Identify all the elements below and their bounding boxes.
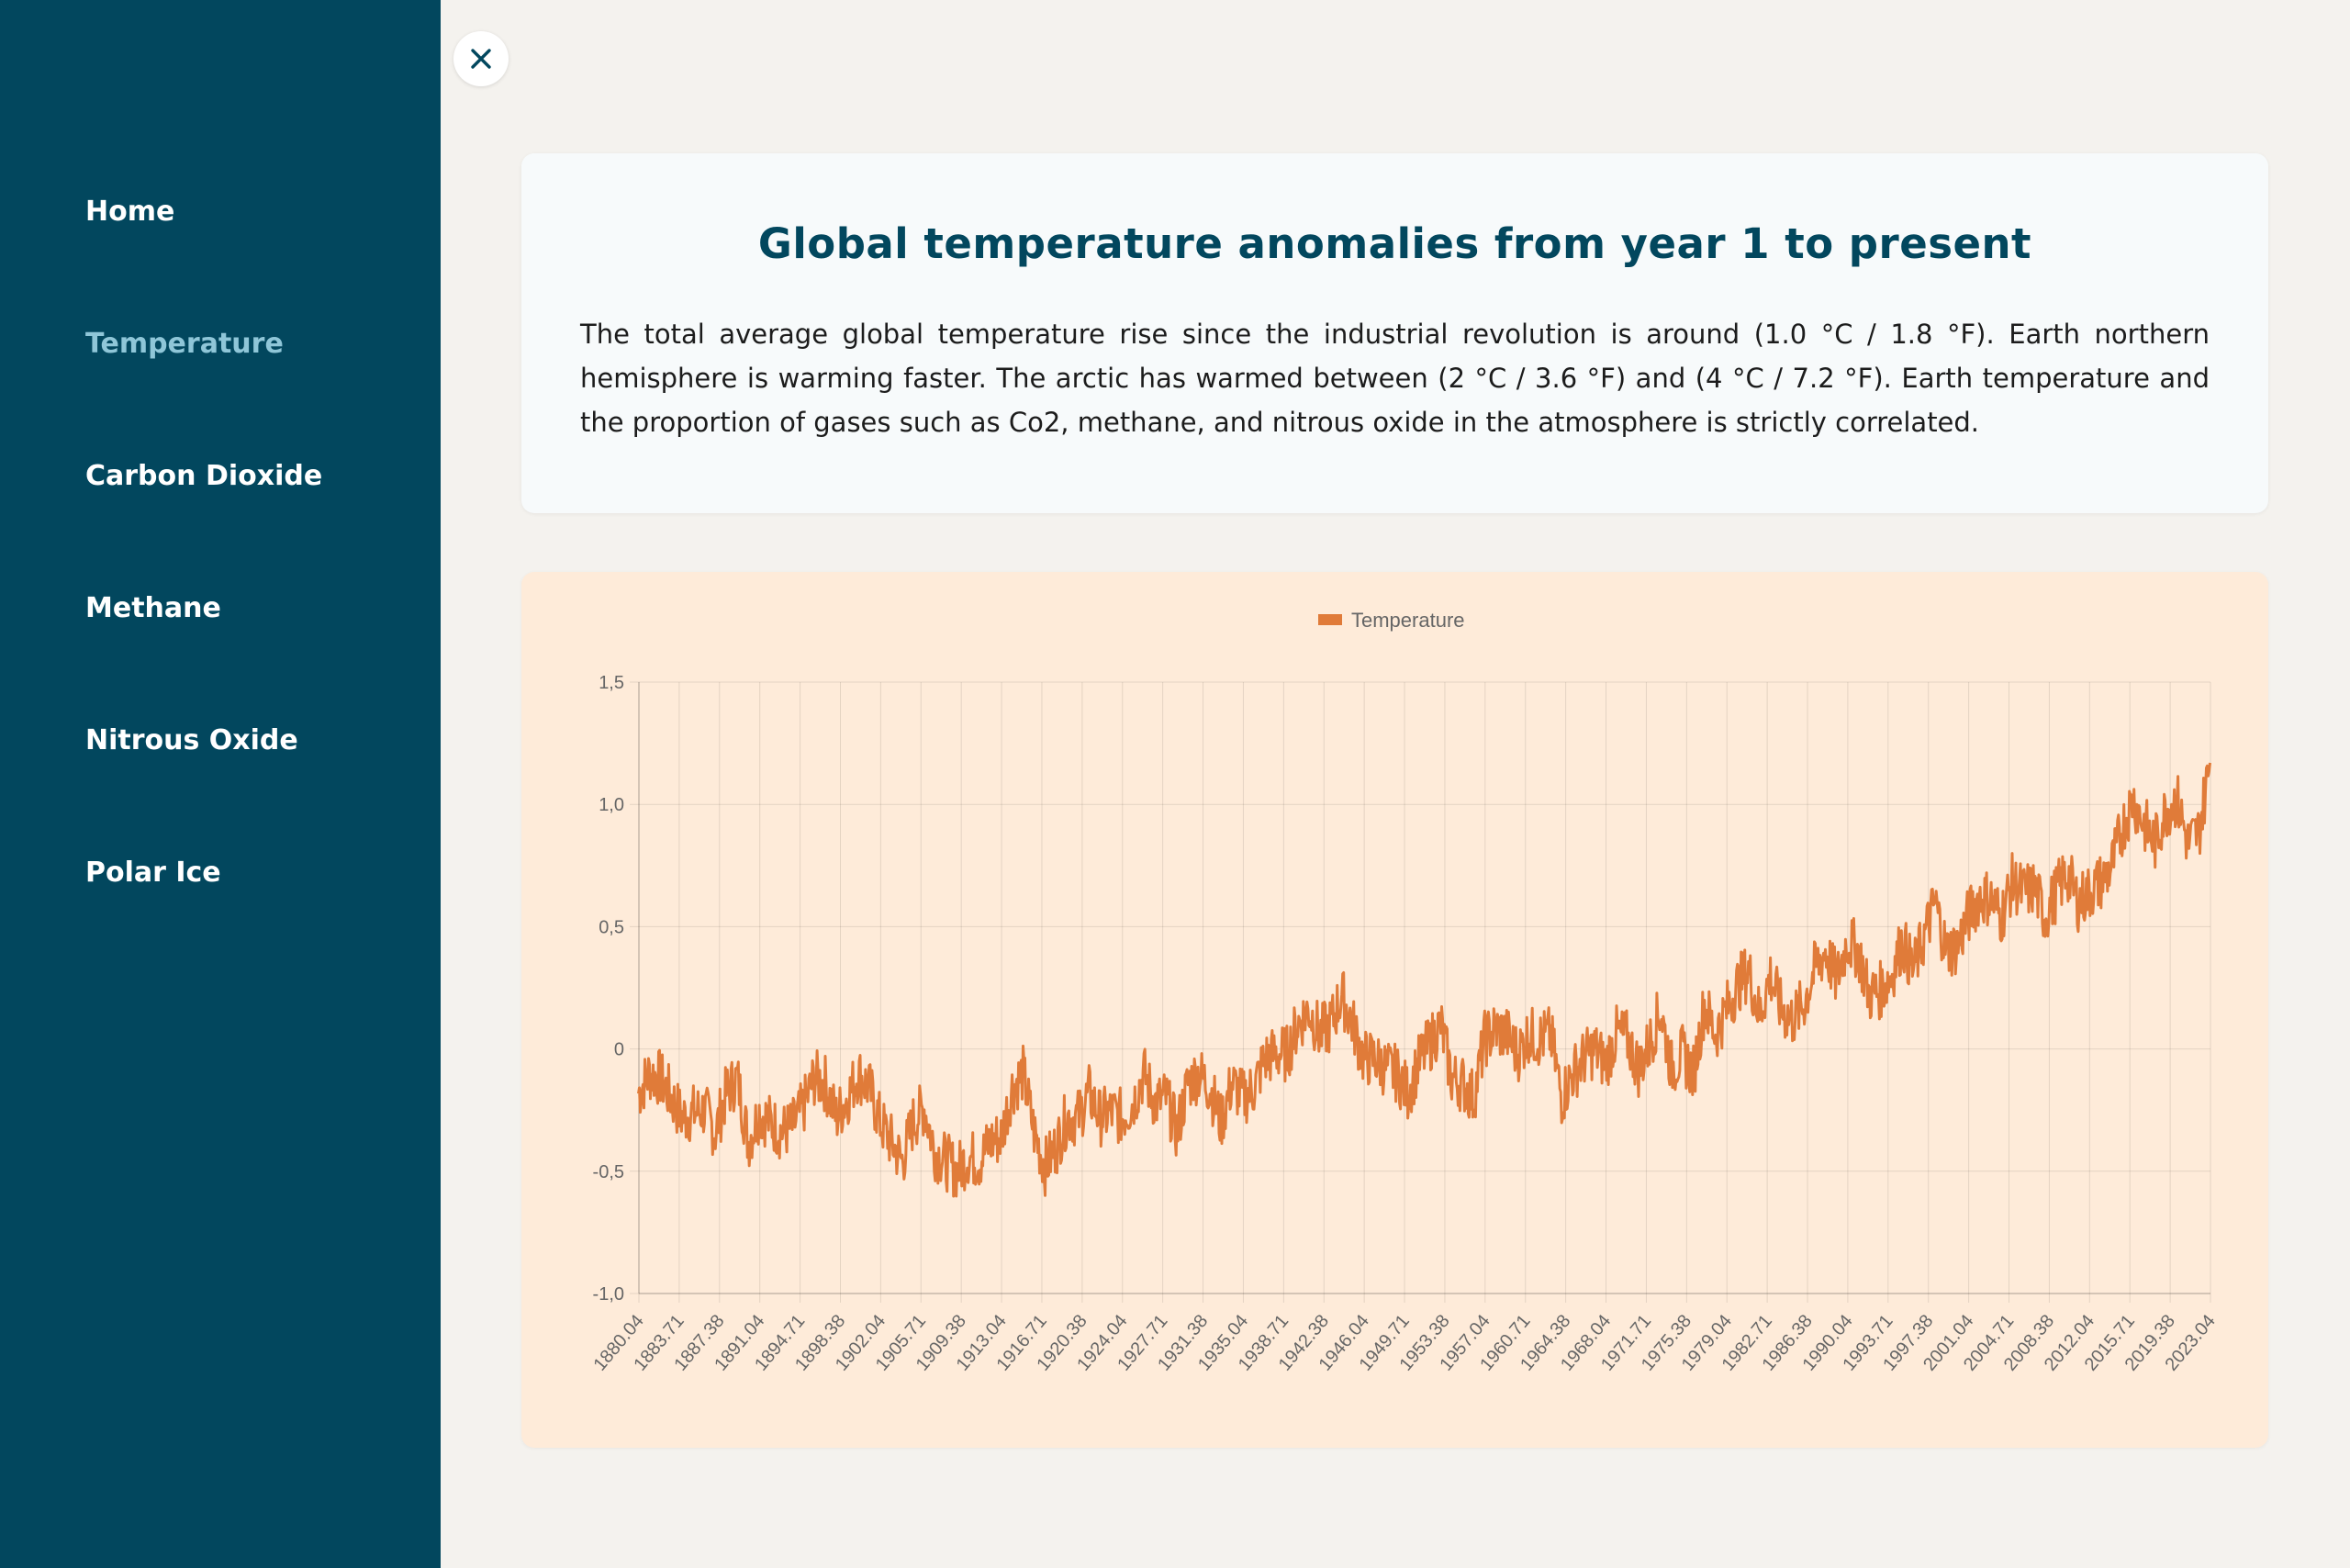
legend-label: Temperature	[1351, 609, 1465, 632]
legend-swatch	[1318, 614, 1342, 625]
sidebar: Home Temperature Carbon Dioxide Methane …	[0, 0, 441, 1568]
page-title: Global temperature anomalies from year 1…	[757, 219, 2032, 268]
y-tick-label: 0,5	[599, 917, 624, 937]
y-tick-label: 0	[614, 1040, 624, 1060]
y-tick-label: -1,0	[593, 1284, 624, 1305]
y-tick-label: 1,5	[599, 673, 624, 693]
info-card: Global temperature anomalies from year 1…	[521, 153, 2268, 513]
close-icon	[471, 49, 491, 69]
sidebar-item-polar-ice[interactable]: Polar Ice	[85, 857, 221, 889]
sidebar-item-home[interactable]: Home	[85, 196, 175, 228]
y-tick-label: 1,0	[599, 795, 624, 815]
temperature-chart: -1,0-0,500,51,01,51880.041883.711887.381…	[590, 609, 2220, 1375]
sidebar-item-temperature[interactable]: Temperature	[85, 328, 284, 360]
sidebar-item-carbon-dioxide[interactable]: Carbon Dioxide	[85, 460, 323, 492]
y-tick-label: -0,5	[593, 1162, 624, 1182]
sidebar-item-nitrous-oxide[interactable]: Nitrous Oxide	[85, 724, 298, 756]
info-description: The total average global temperature ris…	[580, 319, 2210, 438]
sidebar-item-methane[interactable]: Methane	[85, 592, 221, 624]
series-line-temperature	[637, 762, 2211, 1198]
close-button[interactable]	[453, 31, 509, 86]
chart-card: -1,0 -0,5 0 0,5 1,0 1,5 1880.04 1883.71 1887.38 1…	[521, 572, 2268, 1448]
